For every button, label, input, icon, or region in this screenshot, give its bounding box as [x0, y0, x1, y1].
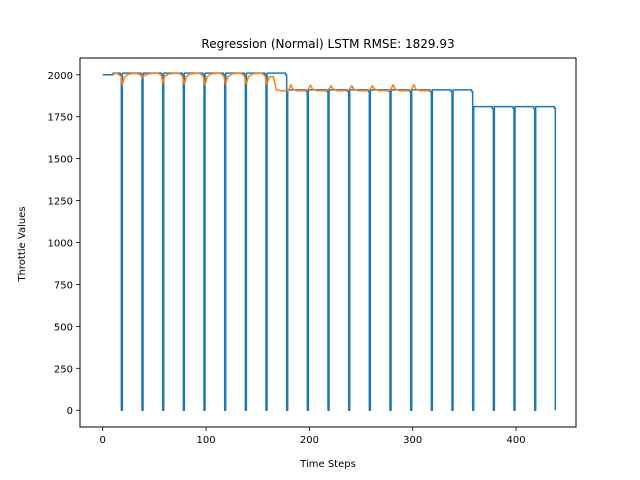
y-tick-label-8: 2000: [48, 71, 73, 82]
y-tick-label-4: 1000: [48, 239, 73, 250]
y-axis: 0 250 500 750 1000 1250 1500 1750 2000: [48, 71, 80, 417]
x-tick-label-1: 100: [197, 435, 216, 446]
y-tick-label-0: 0: [67, 406, 73, 417]
series-line-1: [112, 72, 431, 92]
x-tick-label-0: 0: [100, 435, 106, 446]
x-axis: 0 100 200 300 400: [100, 427, 526, 446]
y-tick-label-6: 1500: [48, 155, 73, 166]
y-tick-label-3: 750: [54, 280, 73, 291]
chart-title: Regression (Normal) LSTM RMSE: 1829.93: [201, 37, 454, 51]
x-tick-label-3: 300: [403, 435, 422, 446]
x-tick-label-2: 200: [300, 435, 319, 446]
y-tick-label-7: 1750: [48, 113, 73, 124]
x-axis-label: Time Steps: [299, 459, 356, 470]
y-tick-label-5: 1250: [48, 197, 73, 208]
series-group: [102, 72, 557, 411]
series-line-0: [102, 72, 557, 411]
y-tick-label-2: 500: [54, 322, 73, 333]
x-tick-label-4: 400: [507, 435, 526, 446]
y-tick-label-1: 250: [54, 364, 73, 375]
y-axis-label: Throttle Values: [17, 206, 28, 282]
